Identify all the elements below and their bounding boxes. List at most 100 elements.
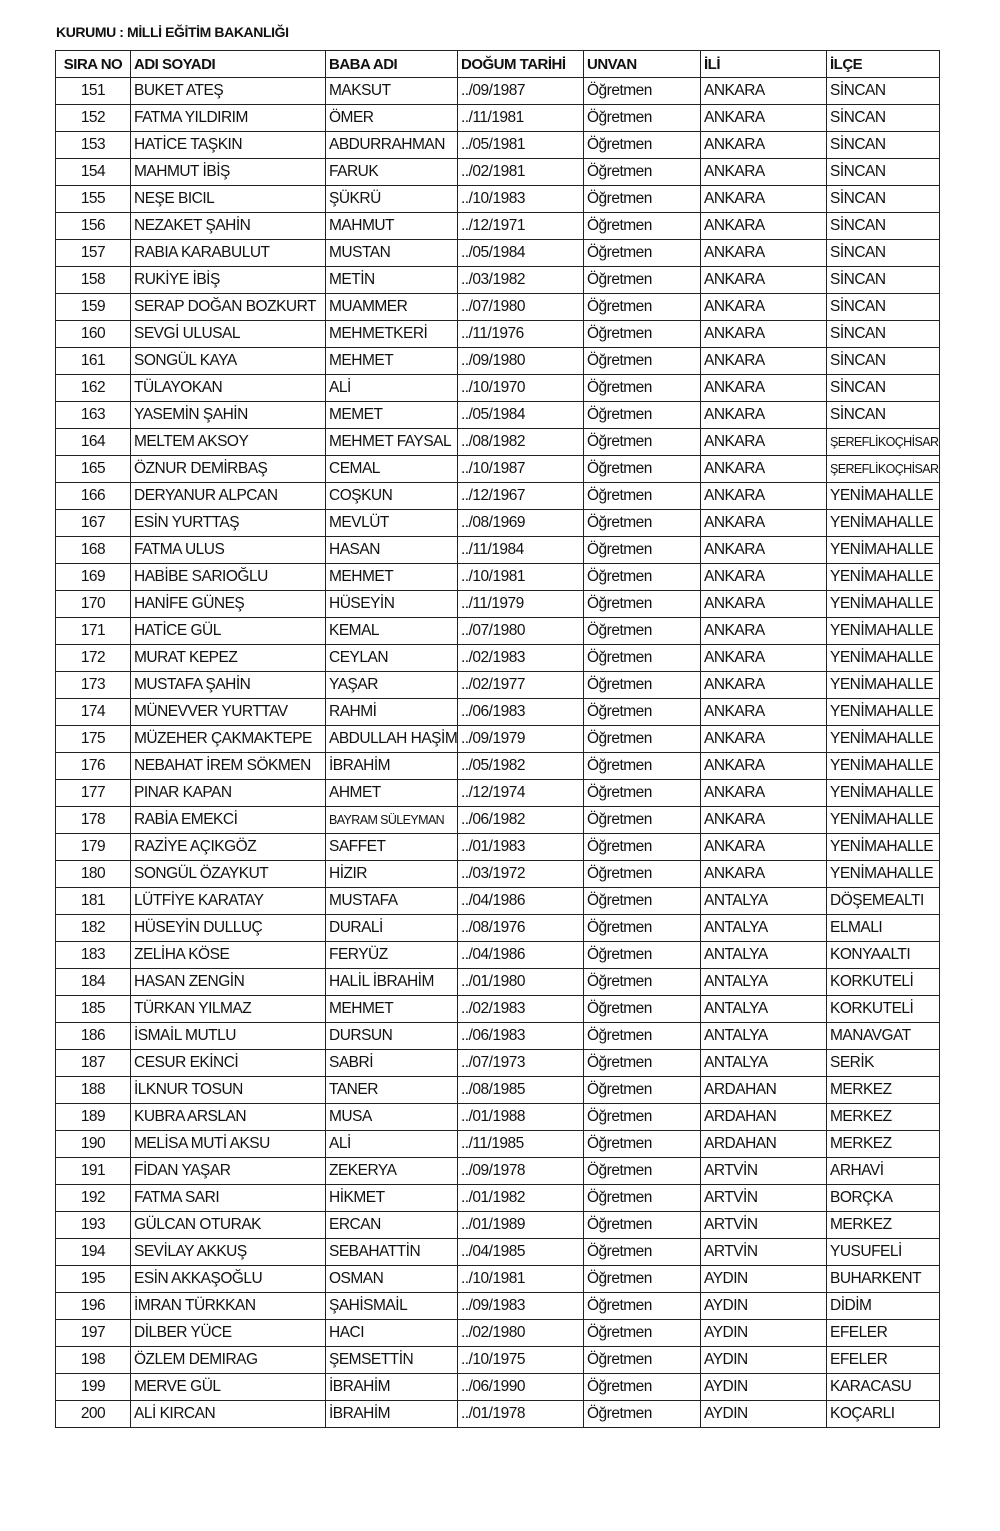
cell-baba-adi: FERYÜZ <box>325 941 458 969</box>
cell-ili: ANKARA <box>700 644 827 672</box>
cell-ilce: MERKEZ <box>826 1103 940 1131</box>
cell-dogum-tarihi: ../03/1972 <box>457 860 584 888</box>
table-row: 189 KUBRA ARSLAN MUSA ../01/1988 Öğretmen ARD… <box>55 1103 940 1131</box>
cell-baba-adi: MEHMET FAYSAL <box>325 428 458 456</box>
table-row: 153 HATİCE TAŞKIN ABDURRAHMAN ../05/1981 Öğr… <box>55 131 940 159</box>
personnel-table: SIRA NO ADI SOYADI BABA ADI DOĞUM TARİHİ UNV… <box>55 50 940 1428</box>
table-row: 156 NEZAKET ŞAHİN MAHMUT ../12/1971 Öğretmen… <box>55 212 940 240</box>
cell-adi-soyadi: SONGÜL KAYA <box>130 347 326 375</box>
cell-sira-no: 157 <box>55 239 131 267</box>
cell-unvan: Öğretmen <box>583 347 701 375</box>
cell-unvan: Öğretmen <box>583 1103 701 1131</box>
cell-unvan: Öğretmen <box>583 239 701 267</box>
cell-ili: AYDIN <box>700 1265 827 1293</box>
cell-unvan: Öğretmen <box>583 833 701 861</box>
cell-adi-soyadi: FATMA ULUS <box>130 536 326 564</box>
cell-dogum-tarihi: ../11/1979 <box>457 590 584 618</box>
cell-adi-soyadi: ESİN AKKAŞOĞLU <box>130 1265 326 1293</box>
cell-sira-no: 195 <box>55 1265 131 1293</box>
cell-ilce: MERKEZ <box>826 1211 940 1239</box>
cell-dogum-tarihi: ../09/1980 <box>457 347 584 375</box>
cell-ili: ANKARA <box>700 482 827 510</box>
cell-dogum-tarihi: ../01/1989 <box>457 1211 584 1239</box>
cell-baba-adi: ZEKERYA <box>325 1157 458 1185</box>
cell-dogum-tarihi: ../12/1967 <box>457 482 584 510</box>
cell-sira-no: 172 <box>55 644 131 672</box>
cell-ili: ANTALYA <box>700 968 827 996</box>
cell-dogum-tarihi: ../12/1974 <box>457 779 584 807</box>
cell-ilce: DÖŞEMEALTI <box>826 887 940 915</box>
cell-dogum-tarihi: ../03/1982 <box>457 266 584 294</box>
cell-ilce: YENİMAHALLE <box>826 482 940 510</box>
cell-ili: ANTALYA <box>700 887 827 915</box>
cell-adi-soyadi: SERAP DOĞAN BOZKURT <box>130 293 326 321</box>
cell-ili: ANKARA <box>700 806 827 834</box>
cell-ili: ANKARA <box>700 725 827 753</box>
cell-dogum-tarihi: ../01/1978 <box>457 1400 584 1428</box>
cell-baba-adi: İBRAHİM <box>325 752 458 780</box>
cell-baba-adi: HİKMET <box>325 1184 458 1212</box>
cell-adi-soyadi: İSMAİL MUTLU <box>130 1022 326 1050</box>
table-row: 195 ESİN AKKAŞOĞLU OSMAN ../10/1981 Öğretmen… <box>55 1265 940 1293</box>
table-row: 185 TÜRKAN YILMAZ MEHMET ../02/1983 Öğretmen… <box>55 995 940 1023</box>
cell-dogum-tarihi: ../02/1983 <box>457 644 584 672</box>
cell-unvan: Öğretmen <box>583 212 701 240</box>
cell-unvan: Öğretmen <box>583 509 701 537</box>
cell-baba-adi: MEHMETKERİ <box>325 320 458 348</box>
cell-adi-soyadi: MELİSA MUTİ AKSU <box>130 1130 326 1158</box>
cell-unvan: Öğretmen <box>583 887 701 915</box>
cell-sira-no: 181 <box>55 887 131 915</box>
cell-adi-soyadi: LÜTFİYE KARATAY <box>130 887 326 915</box>
cell-ilce: SERİK <box>826 1049 940 1077</box>
cell-unvan: Öğretmen <box>583 185 701 213</box>
cell-dogum-tarihi: ../08/1982 <box>457 428 584 456</box>
cell-ilce: SİNCAN <box>826 77 940 105</box>
cell-adi-soyadi: TÜLAYOKAN <box>130 374 326 402</box>
cell-sira-no: 166 <box>55 482 131 510</box>
cell-baba-adi: BAYRAM SÜLEYMAN <box>325 806 458 834</box>
cell-sira-no: 178 <box>55 806 131 834</box>
cell-unvan: Öğretmen <box>583 1373 701 1401</box>
cell-unvan: Öğretmen <box>583 968 701 996</box>
cell-adi-soyadi: GÜLCAN OTURAK <box>130 1211 326 1239</box>
cell-sira-no: 169 <box>55 563 131 591</box>
table-row: 159 SERAP DOĞAN BOZKURT MUAMMER ../07/1980 Ö… <box>55 293 940 321</box>
cell-adi-soyadi: RABİA EMEKCİ <box>130 806 326 834</box>
cell-sira-no: 188 <box>55 1076 131 1104</box>
cell-sira-no: 198 <box>55 1346 131 1374</box>
cell-adi-soyadi: MÜZEHER ÇAKMAKTEPE <box>130 725 326 753</box>
cell-ilce: YENİMAHALLE <box>826 725 940 753</box>
cell-ili: ARTVİN <box>700 1184 827 1212</box>
cell-ili: ANKARA <box>700 212 827 240</box>
cell-unvan: Öğretmen <box>583 617 701 645</box>
cell-unvan: Öğretmen <box>583 1157 701 1185</box>
cell-adi-soyadi: YASEMİN ŞAHİN <box>130 401 326 429</box>
cell-unvan: Öğretmen <box>583 1022 701 1050</box>
cell-ilce: ELMALI <box>826 914 940 942</box>
cell-sira-no: 162 <box>55 374 131 402</box>
cell-ilce: YENİMAHALLE <box>826 752 940 780</box>
cell-unvan: Öğretmen <box>583 158 701 186</box>
table-row: 152 FATMA YILDIRIM ÖMER ../11/1981 Öğretmen A… <box>55 104 940 132</box>
cell-ili: AYDIN <box>700 1373 827 1401</box>
cell-adi-soyadi: SEVİLAY AKKUŞ <box>130 1238 326 1266</box>
cell-ili: ARTVİN <box>700 1157 827 1185</box>
cell-sira-no: 174 <box>55 698 131 726</box>
cell-baba-adi: MEHMET <box>325 347 458 375</box>
cell-adi-soyadi: MUSTAFA ŞAHİN <box>130 671 326 699</box>
cell-baba-adi: MAKSUT <box>325 77 458 105</box>
cell-ili: ANKARA <box>700 104 827 132</box>
cell-ilce: YENİMAHALLE <box>826 698 940 726</box>
cell-unvan: Öğretmen <box>583 320 701 348</box>
cell-adi-soyadi: RABIA KARABULUT <box>130 239 326 267</box>
cell-dogum-tarihi: ../10/1975 <box>457 1346 584 1374</box>
column-header-adi-soyadi: ADI SOYADI <box>130 50 326 78</box>
cell-dogum-tarihi: ../07/1973 <box>457 1049 584 1077</box>
cell-sira-no: 194 <box>55 1238 131 1266</box>
cell-sira-no: 180 <box>55 860 131 888</box>
table-row: 168 FATMA ULUS HASAN ../11/1984 Öğretmen ANKA… <box>55 536 940 564</box>
cell-unvan: Öğretmen <box>583 536 701 564</box>
cell-ili: ANKARA <box>700 266 827 294</box>
cell-ilce: YENİMAHALLE <box>826 860 940 888</box>
cell-adi-soyadi: RAZİYE AÇIKGÖZ <box>130 833 326 861</box>
